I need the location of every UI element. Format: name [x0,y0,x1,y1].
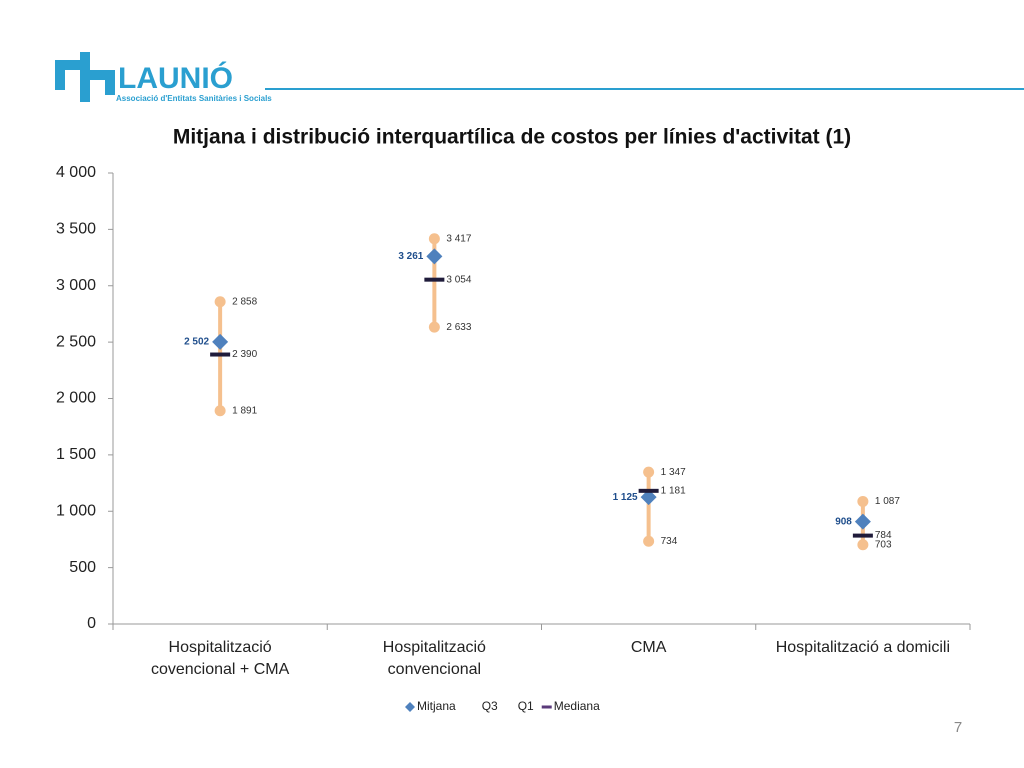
mean-point [426,248,443,265]
quartile-point [643,535,655,547]
data-label: 2 633 [446,322,471,333]
y-tick-label: 2 500 [56,333,96,350]
mean-point [212,333,229,350]
y-tick-label: 3 500 [56,221,96,238]
logo-subtitle: Associació d'Entitats Sanitàries i Socia… [116,94,272,103]
quartile-point [214,405,226,417]
mean-point [640,489,657,506]
y-tick-label: 1 000 [56,502,96,519]
median-mark [852,533,873,538]
data-label: 1 125 [613,492,638,503]
legend-label: Mediana [554,699,600,713]
page-number: 7 [954,719,962,736]
logo: LAUNIÓ Associació d'Entitats Sanitàries … [55,52,1024,103]
quartile-point [857,539,869,551]
median-mark [638,488,659,493]
data-label: 908 [835,516,852,527]
x-tick-label: CMA [630,639,667,656]
y-tick-label: 3 000 [56,277,96,294]
quartile-point [428,321,440,333]
quartile-point [643,466,655,478]
data-label: 3 417 [446,233,471,244]
median-mark [424,277,445,282]
data-label: 1 087 [875,496,900,507]
y-tick-label: 500 [69,559,96,576]
data-label: 2 502 [184,337,209,348]
data-label: 703 [875,539,892,550]
legend-label: Q3 [482,699,498,713]
data-label: 3 054 [446,274,471,285]
data-label: 2 858 [232,296,257,307]
logo-text: LAUNIÓ [118,61,233,95]
x-tick-label: Hospitalització convencional [382,639,486,678]
data-label: 3 261 [398,251,423,262]
legend-swatch [541,705,552,709]
data-label: 2 390 [232,349,257,360]
chart-title: Mitjana i distribució interquartílica de… [173,126,851,149]
legend-label: Q1 [518,699,534,713]
data-label: 1 347 [661,467,686,478]
quartile-point [857,495,869,507]
quartile-point [214,296,226,308]
legend-label: Mitjana [417,699,456,713]
x-tick-label: Hospitalització a domicili [775,639,951,656]
x-tick-label: Hospitalització covencional + CMA [150,639,290,678]
data-label: 784 [875,530,892,541]
y-tick-label: 1 500 [56,446,96,463]
mean-point [854,513,871,530]
legend-swatch [405,702,415,712]
y-tick-label: 4 000 [56,164,96,181]
median-mark [210,352,231,357]
data-label: 734 [661,536,678,547]
y-tick-label: 0 [87,615,96,632]
data-label: 1 891 [232,405,257,416]
data-label: 1 181 [661,485,686,496]
y-tick-label: 2 000 [56,390,96,407]
quartile-point [428,233,440,245]
